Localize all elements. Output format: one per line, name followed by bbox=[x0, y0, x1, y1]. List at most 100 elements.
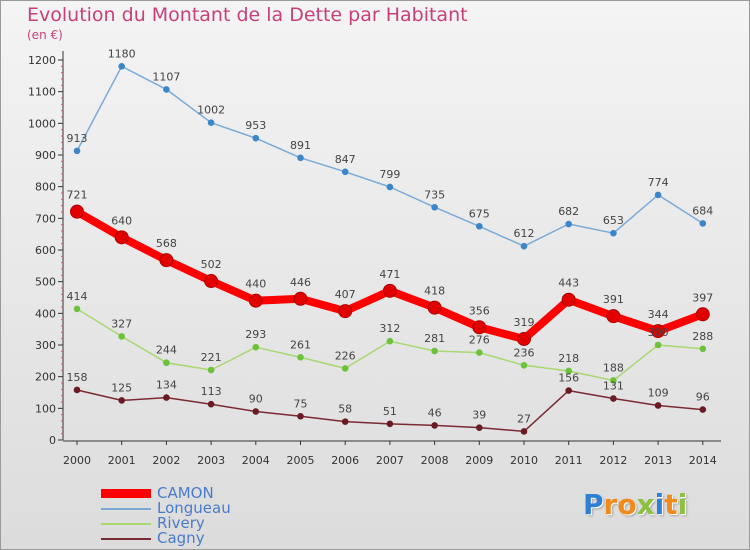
data-label-camon: 397 bbox=[692, 291, 713, 304]
data-label-rivery: 281 bbox=[424, 332, 445, 345]
data-point-longueau bbox=[163, 86, 170, 93]
legend-item-camon: CAMON bbox=[101, 486, 231, 501]
data-label-rivery: 327 bbox=[111, 317, 132, 330]
data-point-camon bbox=[561, 292, 576, 307]
y-tick-label: 1200 bbox=[28, 54, 56, 67]
data-label-rivery: 288 bbox=[692, 330, 713, 343]
data-label-longueau: 799 bbox=[379, 168, 400, 181]
data-point-cagny bbox=[654, 402, 662, 409]
logo-letter: o bbox=[617, 488, 637, 521]
data-label-longueau: 1107 bbox=[152, 70, 180, 83]
data-point-camon bbox=[159, 253, 174, 268]
data-point-longueau bbox=[341, 168, 349, 176]
logo-letter: t bbox=[664, 488, 678, 521]
y-tick-label: 600 bbox=[35, 244, 56, 257]
data-label-longueau: 1002 bbox=[197, 104, 225, 117]
data-point-longueau bbox=[476, 222, 483, 230]
data-label-longueau: 684 bbox=[692, 204, 713, 217]
data-point-longueau bbox=[699, 220, 707, 227]
data-label-cagny: 96 bbox=[696, 391, 710, 404]
data-point-longueau bbox=[610, 229, 617, 237]
legend-label-longueau: Longueau bbox=[157, 499, 231, 517]
x-tick-label: 2009 bbox=[465, 454, 493, 467]
data-point-cagny bbox=[118, 397, 125, 404]
data-label-camon: 568 bbox=[156, 237, 177, 250]
data-label-camon: 344 bbox=[648, 308, 669, 321]
x-tick-label: 2004 bbox=[242, 454, 270, 467]
x-tick-label: 2008 bbox=[421, 454, 449, 467]
x-tick-label: 2005 bbox=[287, 454, 315, 467]
data-label-camon: 319 bbox=[514, 316, 535, 329]
logo-letter: r bbox=[603, 488, 618, 521]
chart-subtitle: (en €) bbox=[27, 28, 63, 42]
data-point-cagny bbox=[163, 394, 170, 401]
data-label-camon: 640 bbox=[111, 214, 132, 227]
data-label-rivery: 312 bbox=[379, 322, 400, 335]
y-tick-label: 300 bbox=[35, 339, 56, 352]
logo-letter: P bbox=[583, 488, 604, 521]
legend-swatch-camon bbox=[101, 489, 151, 498]
x-tick-label: 2010 bbox=[510, 454, 538, 467]
x-tick-label: 2003 bbox=[197, 454, 225, 467]
data-label-longueau: 953 bbox=[245, 119, 266, 132]
data-point-cagny bbox=[386, 420, 394, 428]
data-label-cagny: 125 bbox=[111, 381, 132, 394]
data-label-camon: 391 bbox=[603, 293, 624, 306]
data-point-cagny bbox=[341, 418, 349, 425]
data-label-longueau: 682 bbox=[558, 205, 579, 218]
data-label-camon: 440 bbox=[245, 278, 266, 291]
data-point-camon bbox=[204, 274, 219, 289]
data-label-camon: 407 bbox=[335, 288, 356, 301]
data-label-longueau: 1180 bbox=[108, 47, 136, 60]
data-point-longueau bbox=[73, 147, 81, 155]
data-point-rivery bbox=[654, 341, 662, 349]
data-point-cagny bbox=[73, 386, 81, 394]
data-label-rivery: 236 bbox=[514, 346, 535, 359]
data-point-camon bbox=[70, 204, 84, 219]
x-tick-label: 2002 bbox=[152, 454, 180, 467]
series-camon bbox=[70, 204, 710, 346]
series-rivery bbox=[73, 305, 707, 384]
x-tick-label: 2014 bbox=[689, 454, 717, 467]
y-tick-label: 1100 bbox=[28, 86, 56, 99]
data-point-camon bbox=[472, 320, 487, 335]
data-point-camon bbox=[606, 309, 621, 324]
data-point-rivery bbox=[431, 347, 438, 355]
data-point-rivery bbox=[73, 305, 81, 313]
data-point-rivery bbox=[163, 359, 170, 367]
data-point-longueau bbox=[520, 242, 528, 250]
logo-letter: x bbox=[636, 488, 655, 521]
data-label-longueau: 847 bbox=[335, 153, 356, 166]
data-label-camon: 356 bbox=[469, 304, 490, 317]
chart-axes: 0 100 200 300 400 500 600 700 800 900 1000 1100 1200… bbox=[28, 51, 721, 467]
chart-title: Evolution du Montant de la Dette par Hab… bbox=[27, 4, 468, 26]
series-cagny bbox=[73, 386, 707, 435]
data-label-rivery: 226 bbox=[335, 349, 356, 362]
data-label-cagny: 109 bbox=[648, 386, 669, 399]
proxiti-logo: Proxiti bbox=[583, 488, 687, 521]
data-label-cagny: 51 bbox=[383, 405, 397, 418]
x-tick-label: 2012 bbox=[599, 454, 627, 467]
data-point-longueau bbox=[118, 63, 125, 70]
data-label-cagny: 75 bbox=[294, 397, 308, 410]
data-label-cagny: 113 bbox=[201, 385, 222, 398]
x-tick-label: 2000 bbox=[63, 454, 91, 467]
data-point-rivery bbox=[476, 349, 483, 356]
data-label-cagny: 39 bbox=[472, 409, 486, 422]
x-tick-label: 2011 bbox=[555, 454, 583, 467]
x-tick-label: 2006 bbox=[331, 454, 359, 467]
data-point-rivery bbox=[699, 345, 707, 353]
data-label-rivery: 276 bbox=[469, 334, 490, 347]
data-label-rivery: 221 bbox=[201, 351, 222, 364]
data-label-cagny: 156 bbox=[558, 372, 579, 385]
y-tick-label: 900 bbox=[35, 149, 56, 162]
y-tick-label: 1000 bbox=[28, 117, 56, 130]
data-label-cagny: 27 bbox=[517, 412, 531, 425]
data-point-cagny bbox=[610, 395, 617, 402]
data-label-camon: 721 bbox=[67, 189, 88, 202]
data-point-camon bbox=[338, 304, 353, 319]
data-label-cagny: 158 bbox=[67, 371, 88, 384]
y-tick-label: 100 bbox=[35, 402, 56, 415]
data-point-camon bbox=[517, 331, 531, 346]
